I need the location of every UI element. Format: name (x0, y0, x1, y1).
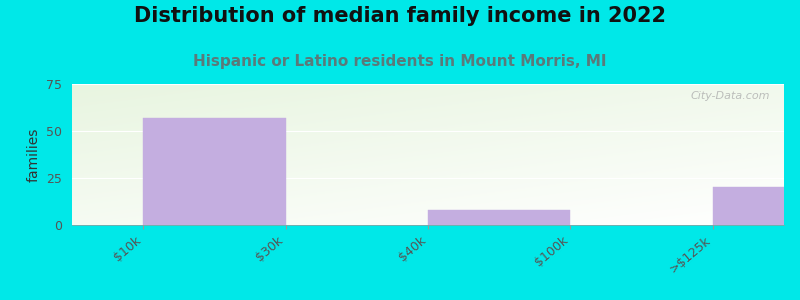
Y-axis label: families: families (26, 127, 41, 182)
Bar (428, 210, 570, 225)
Text: Distribution of median family income in 2022: Distribution of median family income in … (134, 6, 666, 26)
Bar (143, 118, 286, 225)
Text: Hispanic or Latino residents in Mount Morris, MI: Hispanic or Latino residents in Mount Mo… (194, 54, 606, 69)
Text: City-Data.com: City-Data.com (690, 91, 770, 101)
Bar (713, 188, 800, 225)
